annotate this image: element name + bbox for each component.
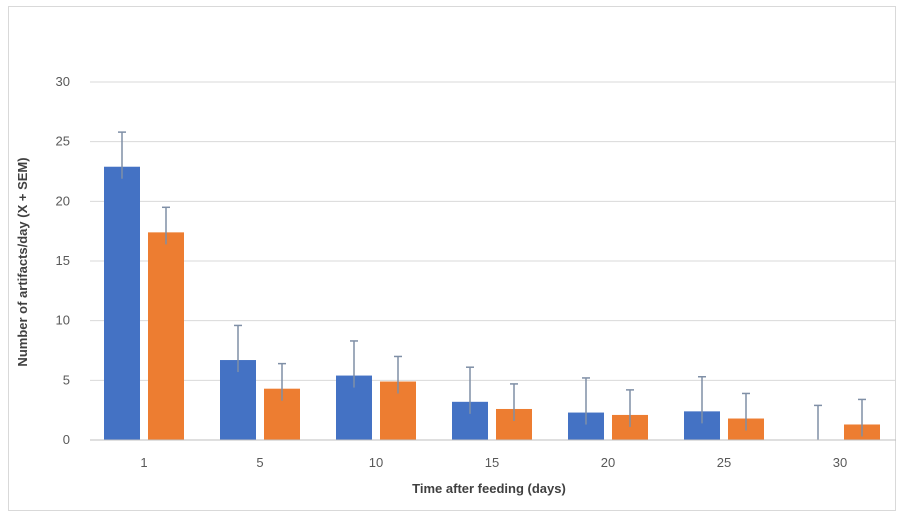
x-tick-label: 10	[369, 455, 383, 470]
bar-series-1	[104, 166, 140, 440]
y-tick-label: 20	[56, 193, 70, 208]
x-tick-label: 30	[833, 455, 847, 470]
gridlines	[90, 81, 896, 381]
x-axis-ticks: 1 5 10 15 20 25 30	[140, 455, 847, 470]
y-tick-label: 10	[56, 313, 70, 328]
x-axis-title: Time after feeding (days)	[412, 481, 566, 496]
y-tick-label: 5	[63, 372, 70, 387]
x-tick-label: 20	[601, 455, 615, 470]
y-axis-title: Number of artifacts/day (X + SEM)	[15, 157, 30, 366]
bar-series-2	[148, 232, 184, 440]
x-tick-label: 1	[140, 455, 147, 470]
x-tick-label: 15	[485, 455, 499, 470]
x-tick-label: 25	[717, 455, 731, 470]
y-tick-label: 15	[56, 253, 70, 268]
x-tick-label: 5	[256, 455, 263, 470]
y-tick-label: 30	[56, 74, 70, 89]
bars	[104, 166, 880, 440]
y-axis-ticks: 0 5 10 15 20 25 30	[56, 74, 70, 447]
bar-series-1	[220, 360, 256, 440]
y-tick-label: 0	[63, 432, 70, 447]
y-tick-label: 25	[56, 134, 70, 149]
error-bars	[118, 131, 866, 440]
